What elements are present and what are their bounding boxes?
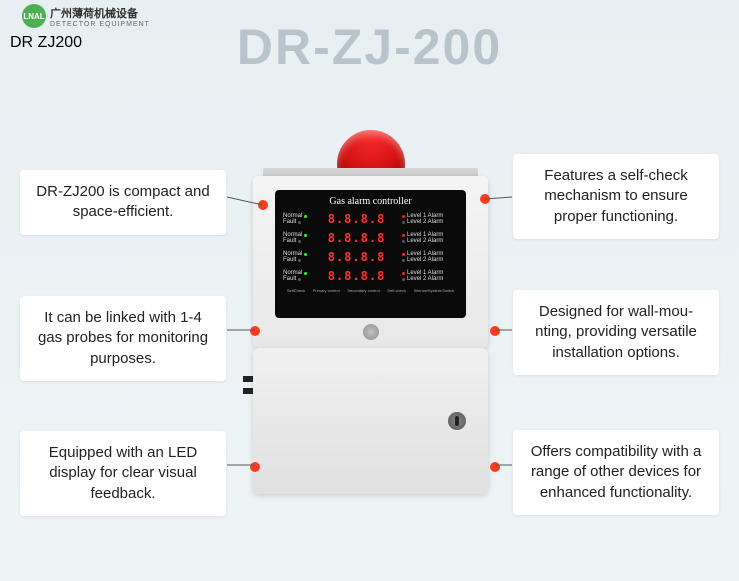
screen-row-left: Normal Fault	[283, 213, 311, 225]
callout-compact: DR-ZJ200 is compact and space-efficient.	[20, 170, 226, 235]
logo-en: DETECTOR EQUIPMENT	[50, 21, 150, 28]
screen-bottom-label: Self-check	[387, 288, 406, 293]
callout-selfcheck: Features a self-check mechanism to ensur…	[513, 154, 719, 239]
dot-green-icon	[304, 272, 307, 275]
callout-text: Offers compatibility with a range of oth…	[531, 443, 702, 501]
screen-row: Normal Fault 8.8.8.8 Level 1 Alarm Level…	[283, 249, 458, 265]
dot-green-icon	[304, 253, 307, 256]
screen-row: Normal Fault 8.8.8.8 Level 1 Alarm Level…	[283, 268, 458, 284]
callout-led: Equipped with an LED display for clear v…	[20, 431, 226, 516]
screen-row-right: Level 1 Alarm Level 2 Alarm	[402, 232, 458, 244]
screen-title: Gas alarm controller	[283, 196, 458, 207]
indicator-alarm2: Level 2 Alarm	[402, 219, 458, 225]
screen-bottom-label: SelfCheck	[287, 288, 305, 293]
screen-bottom-label: Primary control	[313, 288, 340, 293]
dot-red-icon	[402, 253, 405, 256]
logo-cn: 广州薄荷机械设备	[50, 5, 150, 21]
dot-gray-icon	[298, 240, 301, 243]
screen-row-right: Level 1 Alarm Level 2 Alarm	[402, 213, 458, 225]
connector-dot	[258, 200, 268, 210]
callout-text: Features a self-check mechanism to ensur…	[544, 167, 687, 225]
keyhole-icon	[448, 412, 466, 430]
indicator-fault: Fault	[283, 276, 311, 282]
indicator-fault: Fault	[283, 257, 311, 263]
callout-probes: It can be linked with 1-4 gas probes for…	[20, 296, 226, 381]
screen-bottom-label: Silence/System/Switch	[414, 288, 454, 293]
logo-badge: LNAL	[22, 4, 46, 28]
dot-gray-icon	[402, 221, 405, 224]
dot-red-icon	[402, 215, 405, 218]
dot-gray-icon	[298, 278, 301, 281]
indicator-alarm2: Level 2 Alarm	[402, 257, 458, 263]
seven-segment-display: 8.8.8.8	[335, 269, 379, 283]
dot-green-icon	[304, 215, 307, 218]
indicator-alarm2: Level 2 Alarm	[402, 238, 458, 244]
cable-clip	[243, 388, 253, 394]
screen-row-right: Level 1 Alarm Level 2 Alarm	[402, 270, 458, 282]
screen-bottom-label: Secondary control	[347, 288, 379, 293]
connector-dot	[250, 326, 260, 336]
dot-gray-icon	[402, 240, 405, 243]
dot-gray-icon	[298, 259, 301, 262]
dot-red-icon	[402, 234, 405, 237]
brand-logo: LNAL 广州薄荷机械设备 DETECTOR EQUIPMENT	[22, 4, 150, 28]
model-label: DR ZJ200	[10, 34, 82, 52]
connector-dot	[490, 326, 500, 336]
indicator-alarm2: Level 2 Alarm	[402, 276, 458, 282]
screen-row-right: Level 1 Alarm Level 2 Alarm	[402, 251, 458, 263]
screen-row: Normal Fault 8.8.8.8 Level 1 Alarm Level…	[283, 230, 458, 246]
seven-segment-display: 8.8.8.8	[335, 231, 379, 245]
indicator-fault: Fault	[283, 238, 311, 244]
indicator-fault: Fault	[283, 219, 311, 225]
device-upper-body: Gas alarm controller Normal Fault 8.8.8.…	[253, 176, 488, 348]
dot-gray-icon	[402, 278, 405, 281]
callout-text: It can be linked with 1-4 gas probes for…	[38, 309, 208, 367]
screen-row-left: Normal Fault	[283, 251, 311, 263]
screen-bottom-labels: SelfCheck Primary control Secondary contro…	[283, 288, 458, 293]
screen-row-left: Normal Fault	[283, 232, 311, 244]
screen-row-left: Normal Fault	[283, 270, 311, 282]
connector-dot	[490, 462, 500, 472]
cable-clip	[243, 376, 253, 382]
screen-row: Normal Fault 8.8.8.8 Level 1 Alarm Level…	[283, 211, 458, 227]
connector-dot	[250, 462, 260, 472]
callout-text: DR-ZJ200 is compact and space-efficient.	[36, 183, 209, 220]
device-lower-body	[253, 348, 488, 494]
callout-text: Equipped with an LED display for clear v…	[49, 444, 197, 502]
dot-red-icon	[402, 272, 405, 275]
seven-segment-display: 8.8.8.8	[335, 250, 379, 264]
logo-badge-text: LNAL	[23, 12, 44, 21]
page-title: DR-ZJ-200	[237, 18, 502, 76]
callout-text: Designed for wall-mou- nting, providing …	[535, 303, 697, 361]
dot-gray-icon	[402, 259, 405, 262]
connector-dot	[480, 194, 490, 204]
callout-wallmount: Designed for wall-mou- nting, providing …	[513, 290, 719, 375]
dot-gray-icon	[298, 221, 301, 224]
logo-texts: 广州薄荷机械设备 DETECTOR EQUIPMENT	[50, 5, 150, 28]
silence-button	[363, 324, 379, 340]
device-screen: Gas alarm controller Normal Fault 8.8.8.…	[275, 190, 466, 318]
seven-segment-display: 8.8.8.8	[335, 212, 379, 226]
dot-green-icon	[304, 234, 307, 237]
device-illustration: Gas alarm controller Normal Fault 8.8.8.…	[253, 130, 488, 495]
callout-compatibility: Offers compatibility with a range of oth…	[513, 430, 719, 515]
